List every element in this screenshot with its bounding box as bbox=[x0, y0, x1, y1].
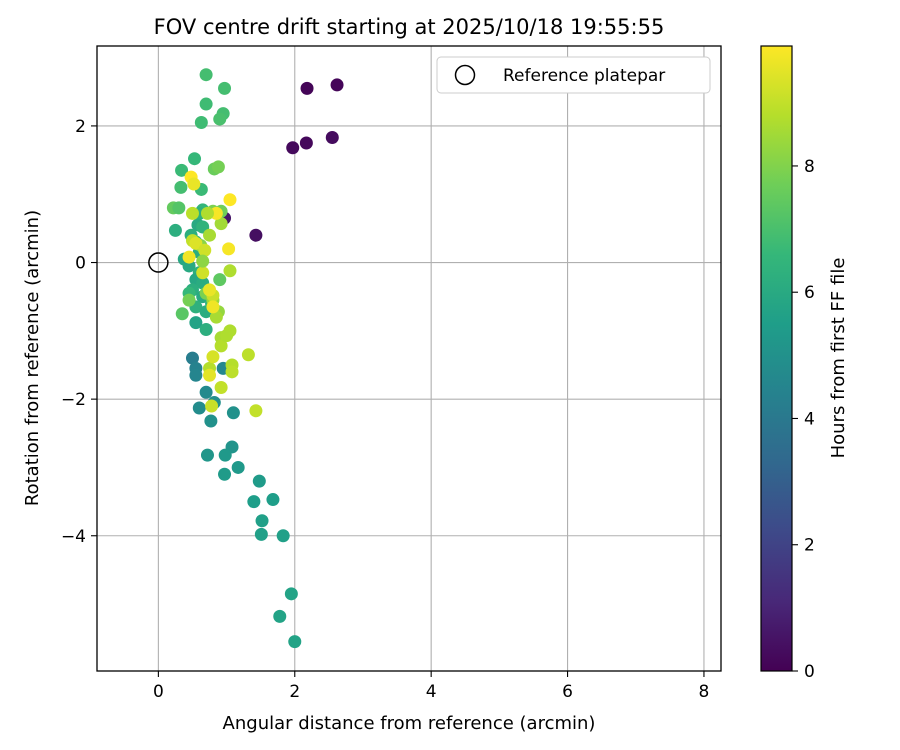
data-point bbox=[231, 460, 245, 474]
data-point bbox=[175, 163, 189, 177]
data-point bbox=[249, 404, 263, 418]
data-point bbox=[188, 152, 202, 166]
data-point bbox=[199, 385, 213, 399]
chart-title: FOV centre drift starting at 2025/10/18 … bbox=[154, 15, 665, 39]
plot-frame bbox=[96, 45, 722, 672]
data-point bbox=[214, 217, 228, 231]
x-axis-label: Angular distance from reference (arcmin) bbox=[223, 713, 596, 734]
data-point bbox=[222, 242, 236, 256]
data-point bbox=[205, 399, 219, 413]
legend-label: Reference platepar bbox=[503, 66, 665, 86]
data-point bbox=[218, 467, 232, 481]
data-point bbox=[189, 236, 203, 250]
data-point bbox=[325, 131, 339, 145]
data-point bbox=[214, 381, 228, 395]
data-point bbox=[175, 307, 189, 321]
data-point bbox=[286, 141, 300, 155]
data-point bbox=[187, 177, 201, 191]
data-point bbox=[300, 81, 314, 95]
data-point bbox=[284, 587, 298, 601]
y-tick-label: 2 bbox=[75, 117, 86, 137]
data-point bbox=[182, 259, 196, 273]
colorbar-tick-label: 0 bbox=[804, 662, 815, 682]
data-point bbox=[330, 78, 344, 92]
data-point bbox=[206, 350, 220, 364]
colorbar-tick-label: 8 bbox=[804, 157, 815, 177]
colorbar-label: Hours from first FF file bbox=[828, 258, 849, 459]
data-point bbox=[203, 368, 217, 382]
data-point bbox=[196, 266, 210, 280]
data-point bbox=[254, 527, 268, 541]
data-point bbox=[223, 264, 237, 278]
data-point bbox=[218, 448, 232, 462]
data-point bbox=[213, 112, 227, 126]
legend: Reference platepar bbox=[436, 56, 711, 94]
x-tick-label: 0 bbox=[153, 682, 164, 702]
data-point bbox=[220, 329, 234, 343]
data-point bbox=[200, 448, 214, 462]
colorbar-tick-label: 4 bbox=[804, 409, 815, 429]
legend-box bbox=[436, 56, 711, 94]
data-point bbox=[266, 493, 280, 507]
colorbar-tick-label: 6 bbox=[804, 283, 815, 303]
data-point bbox=[189, 316, 203, 330]
y-tick-label: 0 bbox=[75, 254, 86, 274]
data-point bbox=[288, 635, 302, 649]
data-point bbox=[206, 300, 220, 314]
reference-platepar-marker bbox=[148, 252, 169, 273]
data-point bbox=[199, 97, 213, 111]
data-point bbox=[194, 116, 208, 130]
data-point bbox=[223, 193, 237, 207]
data-point bbox=[204, 414, 218, 428]
data-points bbox=[166, 68, 344, 649]
data-point bbox=[273, 609, 287, 623]
y-tick-label: −2 bbox=[61, 390, 86, 410]
y-axis-label: Rotation from reference (arcmin) bbox=[22, 210, 43, 506]
data-point bbox=[196, 254, 210, 268]
data-point bbox=[241, 348, 255, 362]
data-point bbox=[198, 243, 212, 257]
data-point bbox=[203, 283, 217, 297]
data-point bbox=[255, 514, 269, 528]
data-point bbox=[218, 81, 232, 95]
y-tick-label: −4 bbox=[61, 527, 86, 547]
data-point bbox=[185, 351, 199, 365]
data-point bbox=[189, 368, 203, 382]
data-point bbox=[199, 322, 213, 336]
data-point bbox=[211, 160, 225, 174]
data-point bbox=[168, 223, 182, 237]
data-point bbox=[200, 206, 214, 220]
data-point bbox=[249, 228, 263, 242]
data-point bbox=[226, 406, 240, 420]
data-point bbox=[182, 250, 196, 264]
x-tick-label: 4 bbox=[426, 682, 437, 702]
data-point bbox=[192, 401, 206, 415]
data-point bbox=[247, 495, 261, 509]
y-axis-ticks: −4 −2 0 2 bbox=[61, 117, 97, 547]
colorbar bbox=[760, 45, 793, 672]
colorbar-ticks: 0 2 4 6 8 bbox=[792, 157, 815, 682]
data-point bbox=[185, 206, 199, 220]
data-point bbox=[209, 310, 223, 324]
colorbar-tick-label: 2 bbox=[804, 536, 815, 556]
data-point bbox=[174, 180, 188, 194]
legend-marker bbox=[454, 64, 476, 86]
data-point bbox=[199, 68, 213, 82]
data-point bbox=[252, 474, 266, 488]
data-point bbox=[203, 228, 217, 242]
data-point bbox=[276, 529, 290, 543]
x-axis-ticks: 0 2 4 6 8 bbox=[153, 671, 709, 702]
data-point bbox=[225, 365, 239, 379]
x-tick-label: 6 bbox=[562, 682, 573, 702]
data-point bbox=[172, 201, 186, 215]
data-point bbox=[299, 136, 313, 150]
data-point bbox=[182, 293, 196, 307]
x-tick-label: 8 bbox=[699, 682, 710, 702]
data-point bbox=[214, 339, 228, 353]
x-tick-label: 2 bbox=[289, 682, 300, 702]
data-point bbox=[213, 273, 227, 287]
